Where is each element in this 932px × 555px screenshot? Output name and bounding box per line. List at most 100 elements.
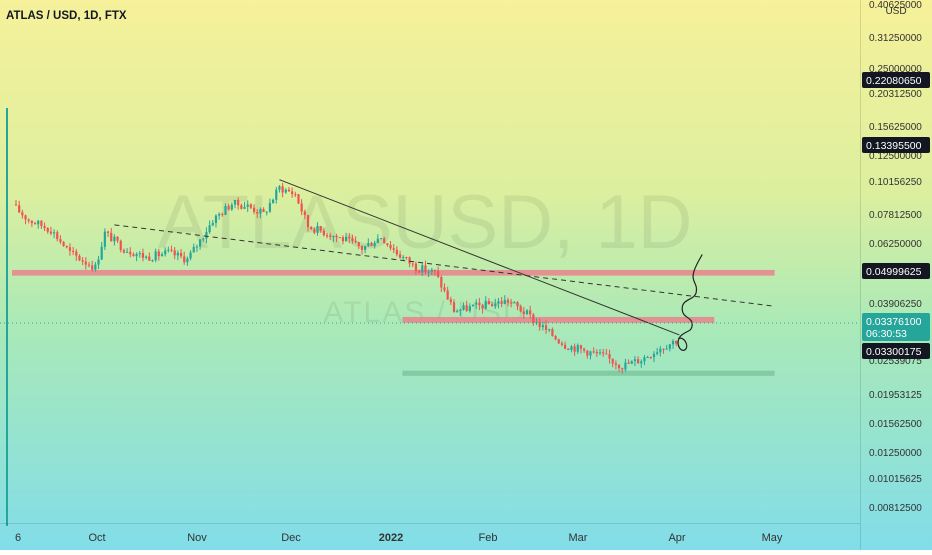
- candle: [154, 248, 157, 263]
- price-tag-value: 0.03300175: [866, 346, 922, 358]
- candle: [37, 219, 40, 229]
- watermark-big-text: ATLASUSD, 1D: [158, 180, 693, 265]
- candle: [24, 214, 27, 225]
- candle: [548, 328, 551, 333]
- candle: [281, 182, 284, 198]
- price-axis[interactable]: USD 0.40625000 0.31250000 0.25000000 0.2031…: [869, 0, 922, 514]
- candle: [151, 259, 154, 263]
- candle: [56, 230, 59, 242]
- candle: [106, 230, 110, 237]
- candle: [624, 358, 627, 372]
- candle: [40, 219, 43, 229]
- x-tick-label: Apr: [668, 532, 685, 544]
- candle: [430, 267, 433, 276]
- price-tag: 0.04999625: [862, 263, 930, 279]
- dashed-trendline-1: [114, 224, 775, 307]
- candle: [354, 236, 357, 244]
- candle: [383, 236, 386, 244]
- x-tick-label: Feb: [479, 532, 498, 544]
- candle: [440, 275, 443, 292]
- candle: [148, 252, 151, 261]
- candle: [59, 235, 62, 245]
- candle: [421, 263, 424, 276]
- candle: [195, 244, 199, 252]
- y-tick-label: 0.02539075: [869, 356, 922, 367]
- candle: [227, 203, 230, 211]
- x-tick-label: Dec: [281, 532, 301, 544]
- resistance-zone-1: [402, 316, 715, 323]
- candle: [478, 297, 481, 311]
- candle: [208, 220, 211, 234]
- candle: [649, 356, 652, 359]
- candle: [297, 194, 300, 204]
- candle: [243, 201, 246, 210]
- candle: [586, 350, 589, 359]
- candle: [43, 222, 46, 232]
- candle: [332, 235, 335, 243]
- candle: [513, 301, 516, 304]
- price-tag-value: 0.22080650: [866, 75, 922, 87]
- price-tag-value: 0.03376100: [866, 316, 922, 328]
- candle: [249, 203, 252, 210]
- y-tick-label: 0.01562500: [869, 419, 922, 430]
- candle: [179, 249, 183, 259]
- candle: [646, 355, 649, 359]
- candle: [306, 214, 310, 232]
- price-tag: 0.13395500: [862, 137, 930, 153]
- candle: [560, 341, 564, 347]
- x-tick-label: 6: [15, 532, 21, 544]
- candle: [510, 298, 513, 308]
- candle: [97, 255, 100, 270]
- candle: [671, 339, 675, 349]
- y-tick-label: 0.12500000: [869, 151, 922, 162]
- candle: [583, 347, 586, 353]
- time-axis[interactable]: 6 Oct Nov Dec 2022 Feb Mar Apr May: [15, 532, 783, 544]
- candle: [284, 188, 287, 194]
- candle: [291, 187, 294, 198]
- candle: [579, 344, 583, 354]
- candle: [46, 227, 49, 234]
- candle: [373, 240, 376, 249]
- candle: [465, 300, 468, 312]
- candle: [573, 343, 576, 356]
- candle: [183, 251, 186, 265]
- candle: [640, 359, 643, 368]
- candle: [110, 227, 113, 242]
- candle: [170, 245, 173, 253]
- candle: [141, 248, 145, 262]
- candle: [160, 252, 164, 257]
- candle: [567, 348, 570, 351]
- candle: [481, 303, 484, 314]
- candle: [668, 344, 671, 352]
- candle: [224, 203, 227, 216]
- candle: [316, 222, 319, 236]
- candle: [589, 350, 592, 360]
- candle: [608, 349, 611, 364]
- zones-layer: [12, 269, 775, 376]
- candle: [271, 198, 275, 204]
- y-tick-label: 0.40625000: [869, 0, 922, 11]
- candle: [338, 236, 341, 239]
- candle: [522, 307, 525, 319]
- y-tick-label: 0.25000000: [869, 64, 922, 75]
- candle: [516, 300, 519, 311]
- resistance-zone-0: [12, 269, 775, 276]
- y-tick-label: 0.15625000: [869, 122, 922, 133]
- candle: [221, 212, 224, 217]
- candle: [398, 250, 402, 259]
- candle: [405, 256, 408, 260]
- candle: [233, 199, 237, 209]
- candle: [313, 227, 316, 235]
- y-tick-label: 0.10156250: [869, 177, 922, 188]
- candle: [265, 211, 268, 216]
- price-tag-value: 0.13395500: [866, 140, 922, 152]
- candle: [617, 364, 621, 373]
- candle: [78, 254, 81, 262]
- x-tick-label: May: [762, 532, 783, 544]
- candle: [532, 313, 535, 326]
- candle: [459, 308, 462, 316]
- candle: [611, 358, 614, 368]
- candle: [329, 232, 332, 241]
